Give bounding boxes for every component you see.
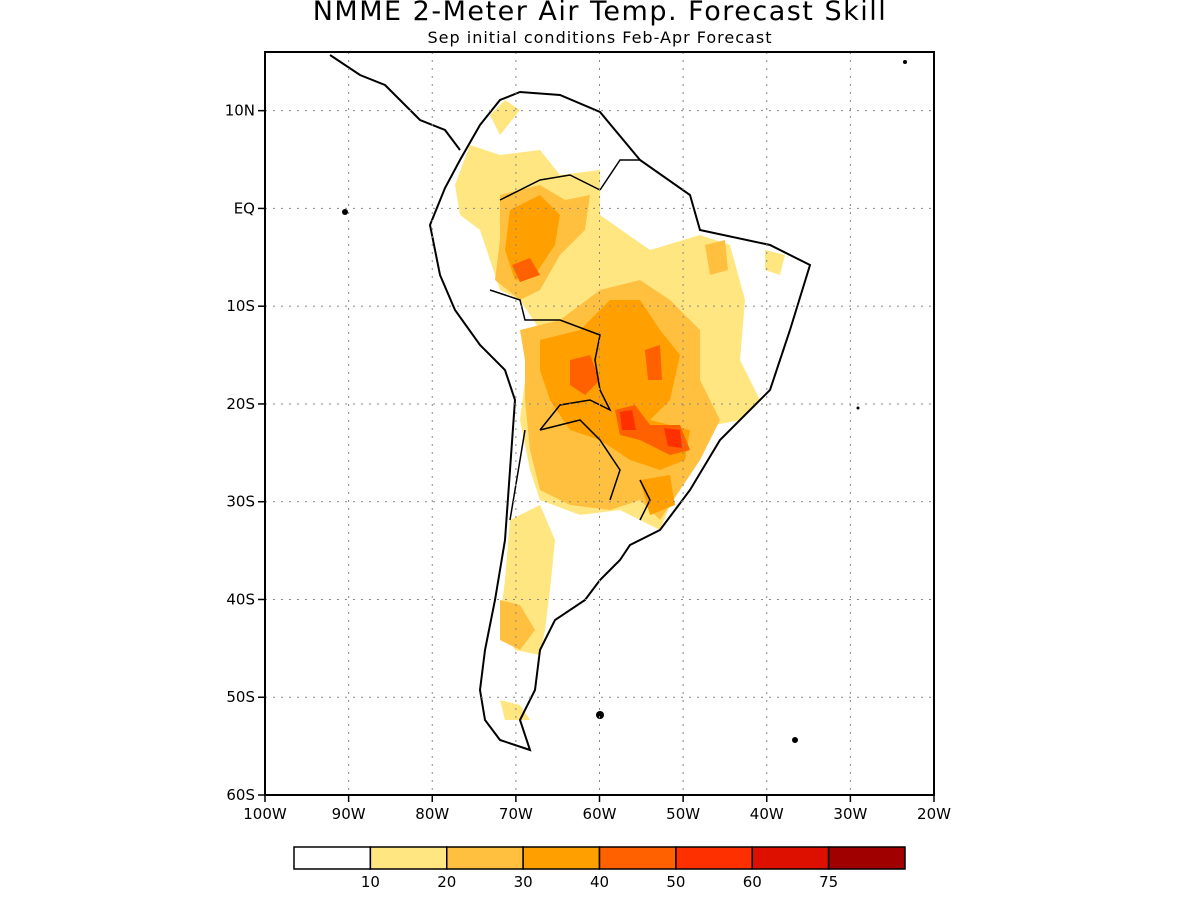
- legend-swatch: [675, 846, 753, 870]
- legend-swatch: [293, 846, 372, 870]
- lat-tick-label: 50S: [226, 688, 255, 706]
- lat-tick-label: 10S: [226, 297, 255, 315]
- shade-30-40-amazon: [505, 195, 560, 280]
- shade-30-40-south: [640, 475, 675, 515]
- shade-40-50-east: [645, 345, 662, 380]
- lon-tick-label: 30W: [833, 805, 867, 823]
- longitude-axis: 100W 90W 80W 70W 60W 50W 40W 30W 20W: [243, 795, 951, 823]
- shade-50-60-southeast: [664, 428, 682, 448]
- lon-tick-label: 40W: [750, 805, 784, 823]
- shade-40-50-central: [570, 355, 600, 395]
- lon-tick-label: 100W: [243, 805, 287, 823]
- shade-10-20-nw: [490, 100, 520, 135]
- lon-tick-label: 20W: [917, 805, 951, 823]
- map-title: NMME 2-Meter Air Temp. Forecast Skill: [312, 0, 888, 27]
- shade-50-60-south: [620, 410, 636, 430]
- legend-swatch: [522, 846, 601, 870]
- map-subtitle: Sep initial conditions Feb-Apr Forecast: [427, 28, 773, 47]
- lon-tick-label: 70W: [499, 805, 533, 823]
- legend-label: 50: [666, 873, 685, 891]
- legend-label: 40: [590, 873, 609, 891]
- coastline: [428, 90, 812, 752]
- lon-tick-label: 80W: [415, 805, 449, 823]
- legend-swatch: [598, 846, 677, 870]
- lon-tick-label: 50W: [666, 805, 700, 823]
- shade-20-30-ne: [705, 240, 728, 275]
- legend-swatch: [827, 846, 906, 870]
- lat-tick-label: 20S: [226, 395, 255, 413]
- lat-tick-label: EQ: [234, 199, 255, 217]
- legend-label: 20: [437, 873, 456, 891]
- legend-label: 60: [743, 873, 762, 891]
- legend-label: 10: [361, 873, 380, 891]
- legend-labels: 10 20 30 40 50 60 75: [361, 873, 838, 891]
- islands: [342, 60, 907, 743]
- lat-tick-label: 30S: [226, 493, 255, 511]
- central-america: [329, 54, 461, 151]
- shade-40-50-amazon: [512, 258, 540, 282]
- lon-tick-label: 60W: [583, 805, 617, 823]
- legend-label: 75: [819, 873, 838, 891]
- legend-label: 30: [514, 873, 533, 891]
- lon-tick-label: 90W: [332, 805, 366, 823]
- legend-swatch: [446, 846, 524, 870]
- lat-tick-label: 40S: [226, 590, 255, 608]
- legend-swatch: [751, 846, 830, 870]
- country-borders: [489, 159, 651, 521]
- skill-shading: [329, 54, 907, 752]
- lat-tick-label: 10N: [225, 102, 255, 120]
- latitude-axis: 10N EQ 10S 20S 30S 40S 50S 60S: [225, 102, 265, 804]
- shade-20-30-chile: [500, 600, 535, 650]
- legend-swatch: [369, 846, 448, 870]
- legend-boxes: [293, 846, 906, 870]
- shade-10-20-ne: [765, 250, 785, 275]
- lat-tick-label: 60S: [226, 786, 255, 804]
